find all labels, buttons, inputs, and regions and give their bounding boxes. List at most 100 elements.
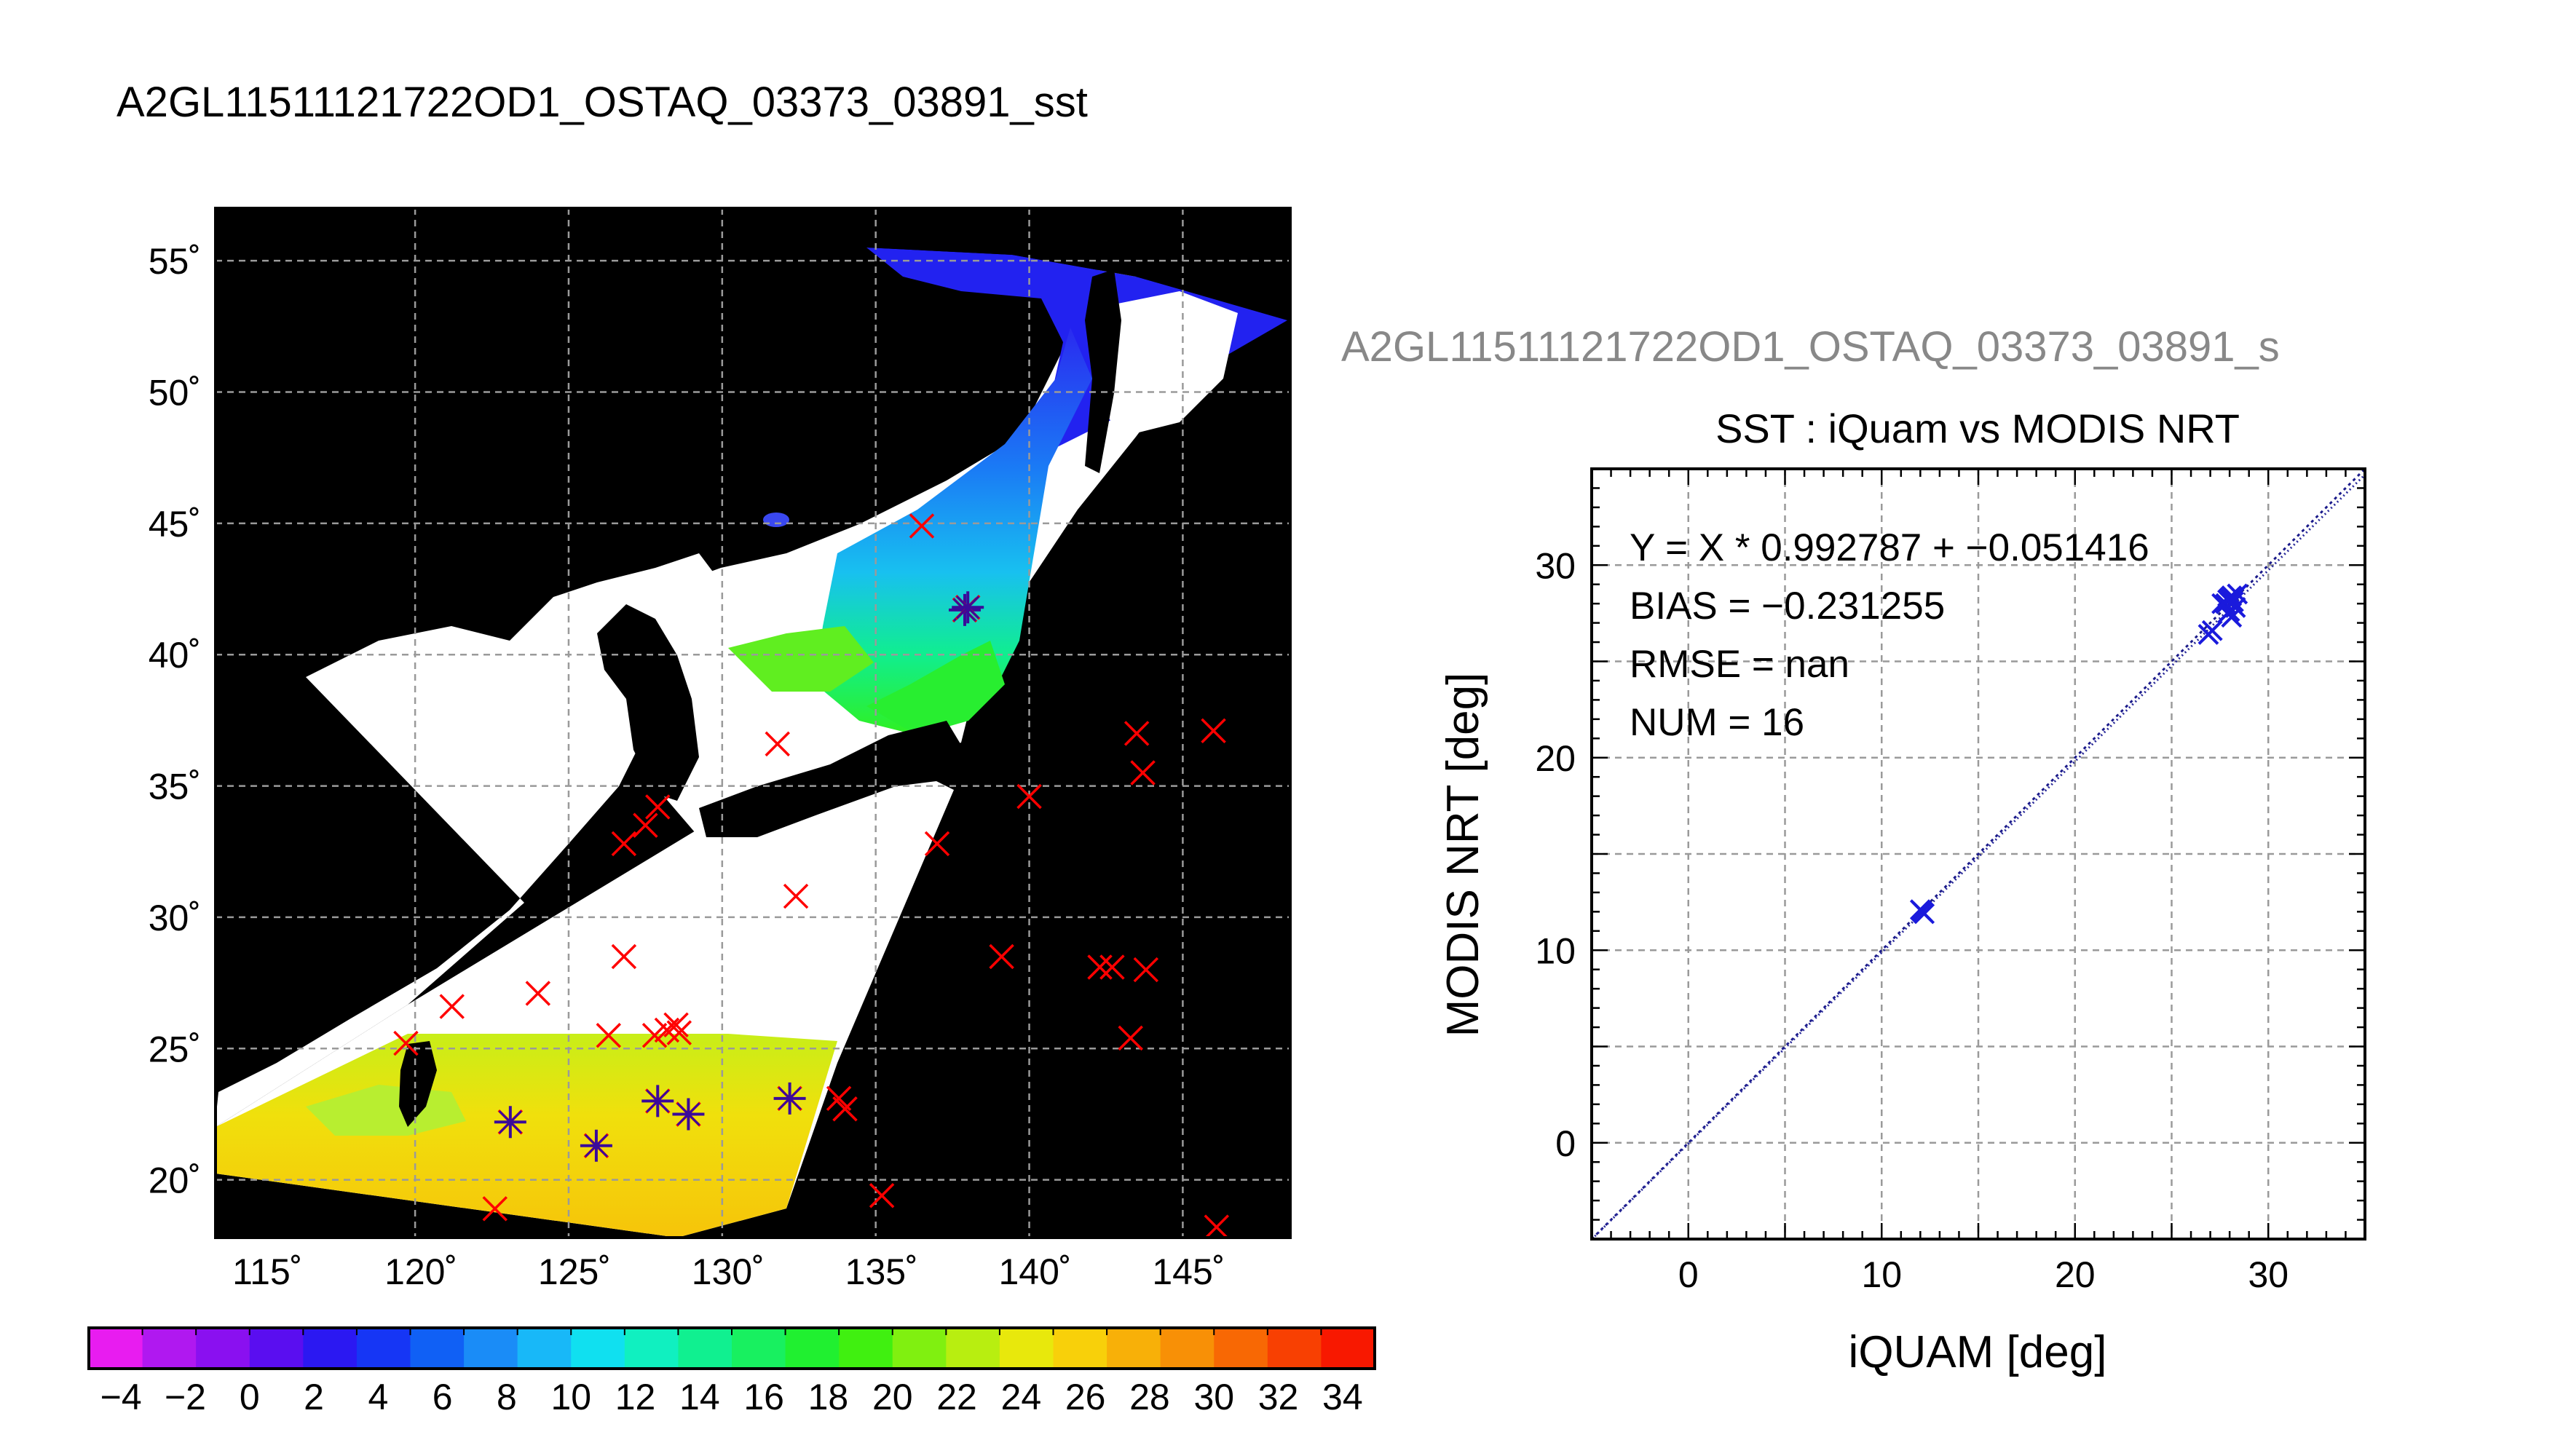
map-x-marker <box>1133 957 1159 983</box>
map-x-marker <box>869 1183 895 1208</box>
colorbar-tick: −4 <box>100 1377 142 1417</box>
sakhalin-land <box>1085 269 1121 473</box>
colorbar-tick: 10 <box>550 1377 591 1417</box>
scatter-x-tick-labels: 0 10 20 30 <box>1678 1254 2289 1295</box>
map-lat-tick: 20˚ <box>149 1160 201 1201</box>
colorbar-cell <box>196 1328 250 1369</box>
map-x-marker <box>611 943 637 970</box>
colorbar-cell <box>892 1328 947 1369</box>
colorbar-cell <box>999 1328 1054 1369</box>
colorbar-tick: 24 <box>1001 1377 1042 1417</box>
map-lon-tick: 130˚ <box>692 1251 765 1292</box>
map-lon-tick: 145˚ <box>1152 1251 1225 1292</box>
map-x-marker <box>1016 783 1042 810</box>
scatter-frame <box>1590 467 2366 1241</box>
scatter-y-tick-labels: 0 10 20 30 <box>1535 545 1576 1164</box>
colorbar-tick: 32 <box>1258 1377 1299 1417</box>
map-x-marker <box>1087 954 1113 980</box>
scatter-stats: Y = X * 0.992787 + −0.051416 BIAS = −0.2… <box>1630 526 2149 744</box>
map-x-marker <box>663 1012 689 1038</box>
scatter-panel: A2GL11511121722OD1_OSTAQ_03373_03891_s S… <box>1341 323 2366 1377</box>
colorbar-cell <box>1053 1328 1107 1369</box>
map-x-marker <box>1201 718 1226 744</box>
stat-bias: BIAS = −0.231255 <box>1630 585 1945 628</box>
scatter-x-tick: 20 <box>2055 1254 2096 1295</box>
scatter-y-tick: 30 <box>1535 545 1576 586</box>
figure-title: A2GL11511121722OD1_OSTAQ_03373_03891_sst <box>117 79 1088 126</box>
colorbar: −4 −2 0 2 4 6 8 10 12 14 16 18 20 22 24 26 28 30 32 34 <box>87 1326 1376 1417</box>
scatter-gridlines <box>1592 469 2365 1239</box>
map-x-marker <box>666 1020 692 1045</box>
colorbar-cell <box>732 1328 786 1369</box>
colorbar-tick: 14 <box>679 1377 720 1417</box>
map-lat-tick: 45˚ <box>149 504 201 545</box>
coastal-land-area <box>216 553 721 1127</box>
map-star-marker <box>641 1085 674 1117</box>
map-x-marker <box>611 831 637 857</box>
identity-line <box>1592 469 2365 1239</box>
scatter-y-tick: 20 <box>1535 738 1576 779</box>
map-lat-tick: 35˚ <box>149 767 201 807</box>
scatter-x-tick: 30 <box>2248 1254 2289 1295</box>
scatter-x-tick: 10 <box>1861 1254 1902 1295</box>
colorbar-tick: 0 <box>240 1377 260 1417</box>
colorbar-tick: 34 <box>1322 1377 1363 1417</box>
colorbar-tick: 30 <box>1193 1377 1234 1417</box>
taiwan-land <box>399 1041 437 1127</box>
colorbar-tick: 8 <box>497 1377 517 1417</box>
colorbar-cell <box>89 1328 143 1369</box>
map-x-marker <box>1204 1214 1230 1238</box>
south-sst-band <box>216 1034 837 1238</box>
map-star-marker <box>580 1129 612 1162</box>
map-lon-tick: 115˚ <box>232 1251 302 1292</box>
map-x-marker <box>645 794 671 820</box>
map-lat-tick: 40˚ <box>149 635 201 676</box>
map-star-marker <box>773 1082 806 1115</box>
colorbar-tick: 22 <box>936 1377 977 1417</box>
map-markers <box>393 513 1230 1238</box>
cyan-island-patch <box>763 513 789 527</box>
scatter-subtitle: A2GL11511121722OD1_OSTAQ_03373_03891_s <box>1341 323 2280 371</box>
colorbar-tick: 6 <box>433 1377 453 1417</box>
map-x-marker <box>1099 954 1125 980</box>
map-lat-tick: 55˚ <box>149 241 201 282</box>
map-gridlines <box>216 208 1290 1238</box>
scatter-y-tick: 0 <box>1555 1123 1576 1164</box>
map-lat-tick: 25˚ <box>149 1029 201 1069</box>
scatter-xlabel: iQUAM [deg] <box>1849 1327 2107 1377</box>
colorbar-tick: 2 <box>304 1377 324 1417</box>
colorbar-cell <box>678 1328 732 1369</box>
map-x-marker <box>1124 721 1150 746</box>
japan-sea-green-patch <box>866 641 1005 735</box>
map-x-marker <box>765 731 790 757</box>
map-star-marker <box>494 1106 526 1139</box>
colorbar-cell <box>142 1328 197 1369</box>
stat-rmse: RMSE = nan <box>1630 643 1849 686</box>
scatter-point <box>2221 585 2243 606</box>
colorbar-tick-labels: −4 −2 0 2 4 6 8 10 12 14 16 18 20 22 24 26 28 30 32 34 <box>100 1377 1363 1417</box>
map-x-marker <box>1130 760 1156 786</box>
colorbar-tick: 20 <box>872 1377 913 1417</box>
map-lat-tick-labels: 55˚ 50˚ 45˚ 40˚ 35˚ 30˚ 25˚ 20˚ <box>149 241 201 1201</box>
scatter-point <box>1911 901 1933 922</box>
scatter-x-tick: 0 <box>1678 1254 1699 1295</box>
japan-land <box>699 721 968 837</box>
colorbar-cell <box>410 1328 465 1369</box>
map-x-marker <box>393 1030 419 1056</box>
japan-sea-green-patch-2 <box>728 626 874 692</box>
map-star-marker <box>672 1098 705 1131</box>
map-x-marker <box>633 812 658 838</box>
japan-sea-sst <box>816 328 1092 735</box>
map-x-marker <box>439 994 465 1019</box>
scatter-y-tick: 10 <box>1535 930 1576 971</box>
map-x-marker <box>924 831 950 857</box>
colorbar-cell <box>946 1328 1000 1369</box>
map-x-marker <box>783 883 809 909</box>
map-lat-tick: 30˚ <box>149 898 201 938</box>
map-x-marker <box>1118 1025 1143 1051</box>
map-lon-tick: 135˚ <box>845 1251 918 1292</box>
colorbar-cell <box>1321 1328 1375 1369</box>
map-x-marker <box>482 1196 508 1222</box>
colorbar-cell <box>1214 1328 1268 1369</box>
